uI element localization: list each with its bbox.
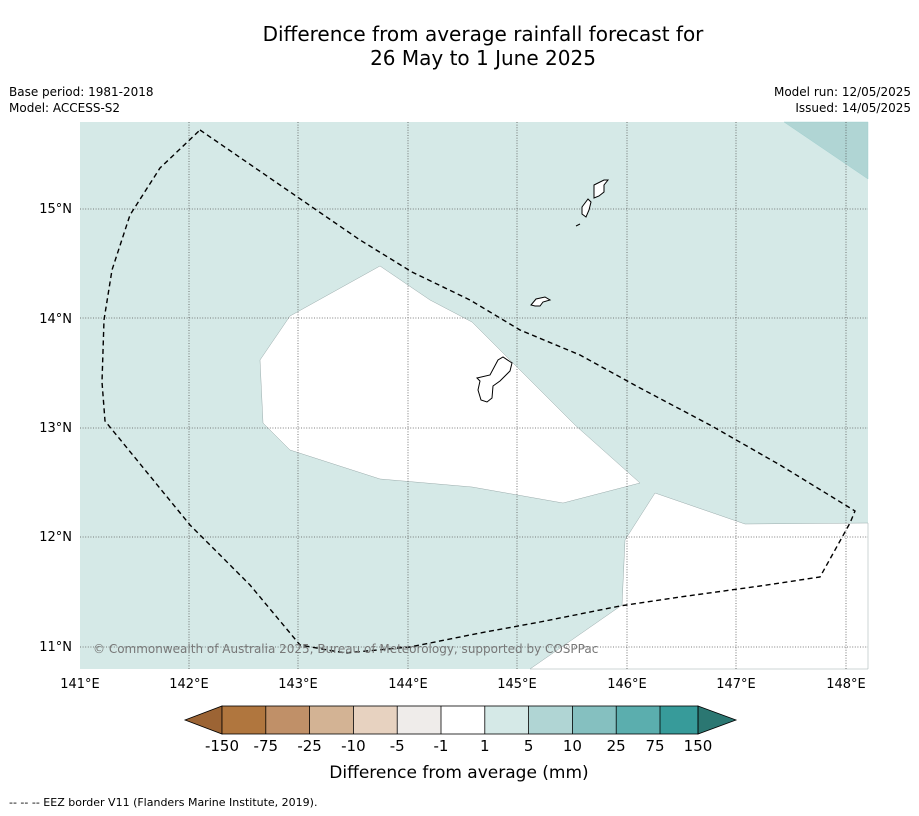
colorbar-label-1: 1 xyxy=(480,737,490,755)
colorbar-bin-6 xyxy=(441,706,485,734)
model-run: Model run: 12/05/2025 xyxy=(773,85,911,99)
meta-left: Base period: 1981-2018 Model: ACCESS-S2 xyxy=(9,84,154,116)
longitude-labels: 141°E 142°E 143°E 144°E 145°E 146°E 147°… xyxy=(60,677,866,692)
lon-label-144e: 144°E xyxy=(388,677,428,692)
title-line-1: Difference from average rainfall forecas… xyxy=(262,22,704,46)
issued-date: Issued: 14/05/2025 xyxy=(795,101,911,115)
colorbar-extend-high xyxy=(697,705,738,735)
colorbar-label-5: 5 xyxy=(524,737,534,755)
copyright-text: © Commonwealth of Australia 2025, Bureau… xyxy=(93,642,598,656)
title-line-2: 26 May to 1 June 2025 xyxy=(370,46,596,70)
colorbar-label-10: 10 xyxy=(563,737,582,755)
colorbar-bin-3 xyxy=(309,706,354,734)
colorbar-label-m5: -5 xyxy=(390,737,405,755)
island-outlines xyxy=(476,179,610,403)
lon-label-141e: 141°E xyxy=(60,677,100,692)
lon-label-148e: 148°E xyxy=(826,677,866,692)
island-guam xyxy=(476,356,513,403)
neutral-area-south xyxy=(529,492,869,670)
colorbar-bin-2 xyxy=(265,706,310,734)
lat-label-12n: 12°N xyxy=(39,530,72,545)
neutral-area-west xyxy=(259,265,641,504)
colorbar-label-75: 75 xyxy=(645,737,664,755)
colorbar-bin-7 xyxy=(484,706,529,734)
colorbar-label-m1: -1 xyxy=(434,737,449,755)
colorbar-label-m75: -75 xyxy=(254,737,279,755)
lat-label-11n: 11°N xyxy=(39,640,72,655)
colorbar-title: Difference from average (mm) xyxy=(329,763,588,783)
island-rota xyxy=(530,296,552,307)
base-period: Base period: 1981-2018 xyxy=(9,85,154,99)
colorbar-label-m150: -150 xyxy=(205,737,239,755)
colorbar-label-150: 150 xyxy=(684,737,713,755)
colorbar-extend-low xyxy=(183,705,223,735)
chart-title: Difference from average rainfall forecas… xyxy=(0,22,919,70)
island-saipan xyxy=(593,179,610,199)
meta-right: Model run: 12/05/2025 Issued: 14/05/2025 xyxy=(774,84,911,116)
gridlines xyxy=(80,122,868,669)
island-tinian xyxy=(581,198,592,218)
colorbar-bin-5 xyxy=(397,706,441,734)
lat-label-14n: 14°N xyxy=(39,312,72,327)
colorbar-bin-10 xyxy=(616,706,660,734)
lon-label-143e: 143°E xyxy=(278,677,318,692)
colorbar-bin-4 xyxy=(353,706,398,734)
eez-border xyxy=(101,129,856,654)
colorbar-bin-11 xyxy=(660,706,698,734)
rain-area-5-10 xyxy=(783,121,869,180)
latitude-labels: 15°N 14°N 13°N 12°N 11°N xyxy=(39,202,72,655)
colorbar-bin-8 xyxy=(528,706,573,734)
island-aguijan xyxy=(575,223,581,227)
lat-label-13n: 13°N xyxy=(39,421,72,436)
lon-label-147e: 147°E xyxy=(716,677,756,692)
model-name: Model: ACCESS-S2 xyxy=(9,101,121,115)
lat-label-15n: 15°N xyxy=(39,202,72,217)
colorbar: -150 -75 -25 -10 -5 -1 1 5 10 25 75 150 … xyxy=(183,705,738,783)
colorbar-frame xyxy=(221,705,699,735)
eez-footnote: -- -- -- EEZ border V11 (Flanders Marine… xyxy=(9,796,318,809)
colorbar-bin-1 xyxy=(222,706,266,734)
colorbar-label-m10: -10 xyxy=(341,737,366,755)
colorbar-label-25: 25 xyxy=(607,737,626,755)
colorbar-bin-9 xyxy=(572,706,617,734)
lon-label-145e: 145°E xyxy=(497,677,537,692)
colorbar-label-m25: -25 xyxy=(297,737,322,755)
lon-label-146e: 146°E xyxy=(607,677,647,692)
lon-label-142e: 142°E xyxy=(169,677,209,692)
